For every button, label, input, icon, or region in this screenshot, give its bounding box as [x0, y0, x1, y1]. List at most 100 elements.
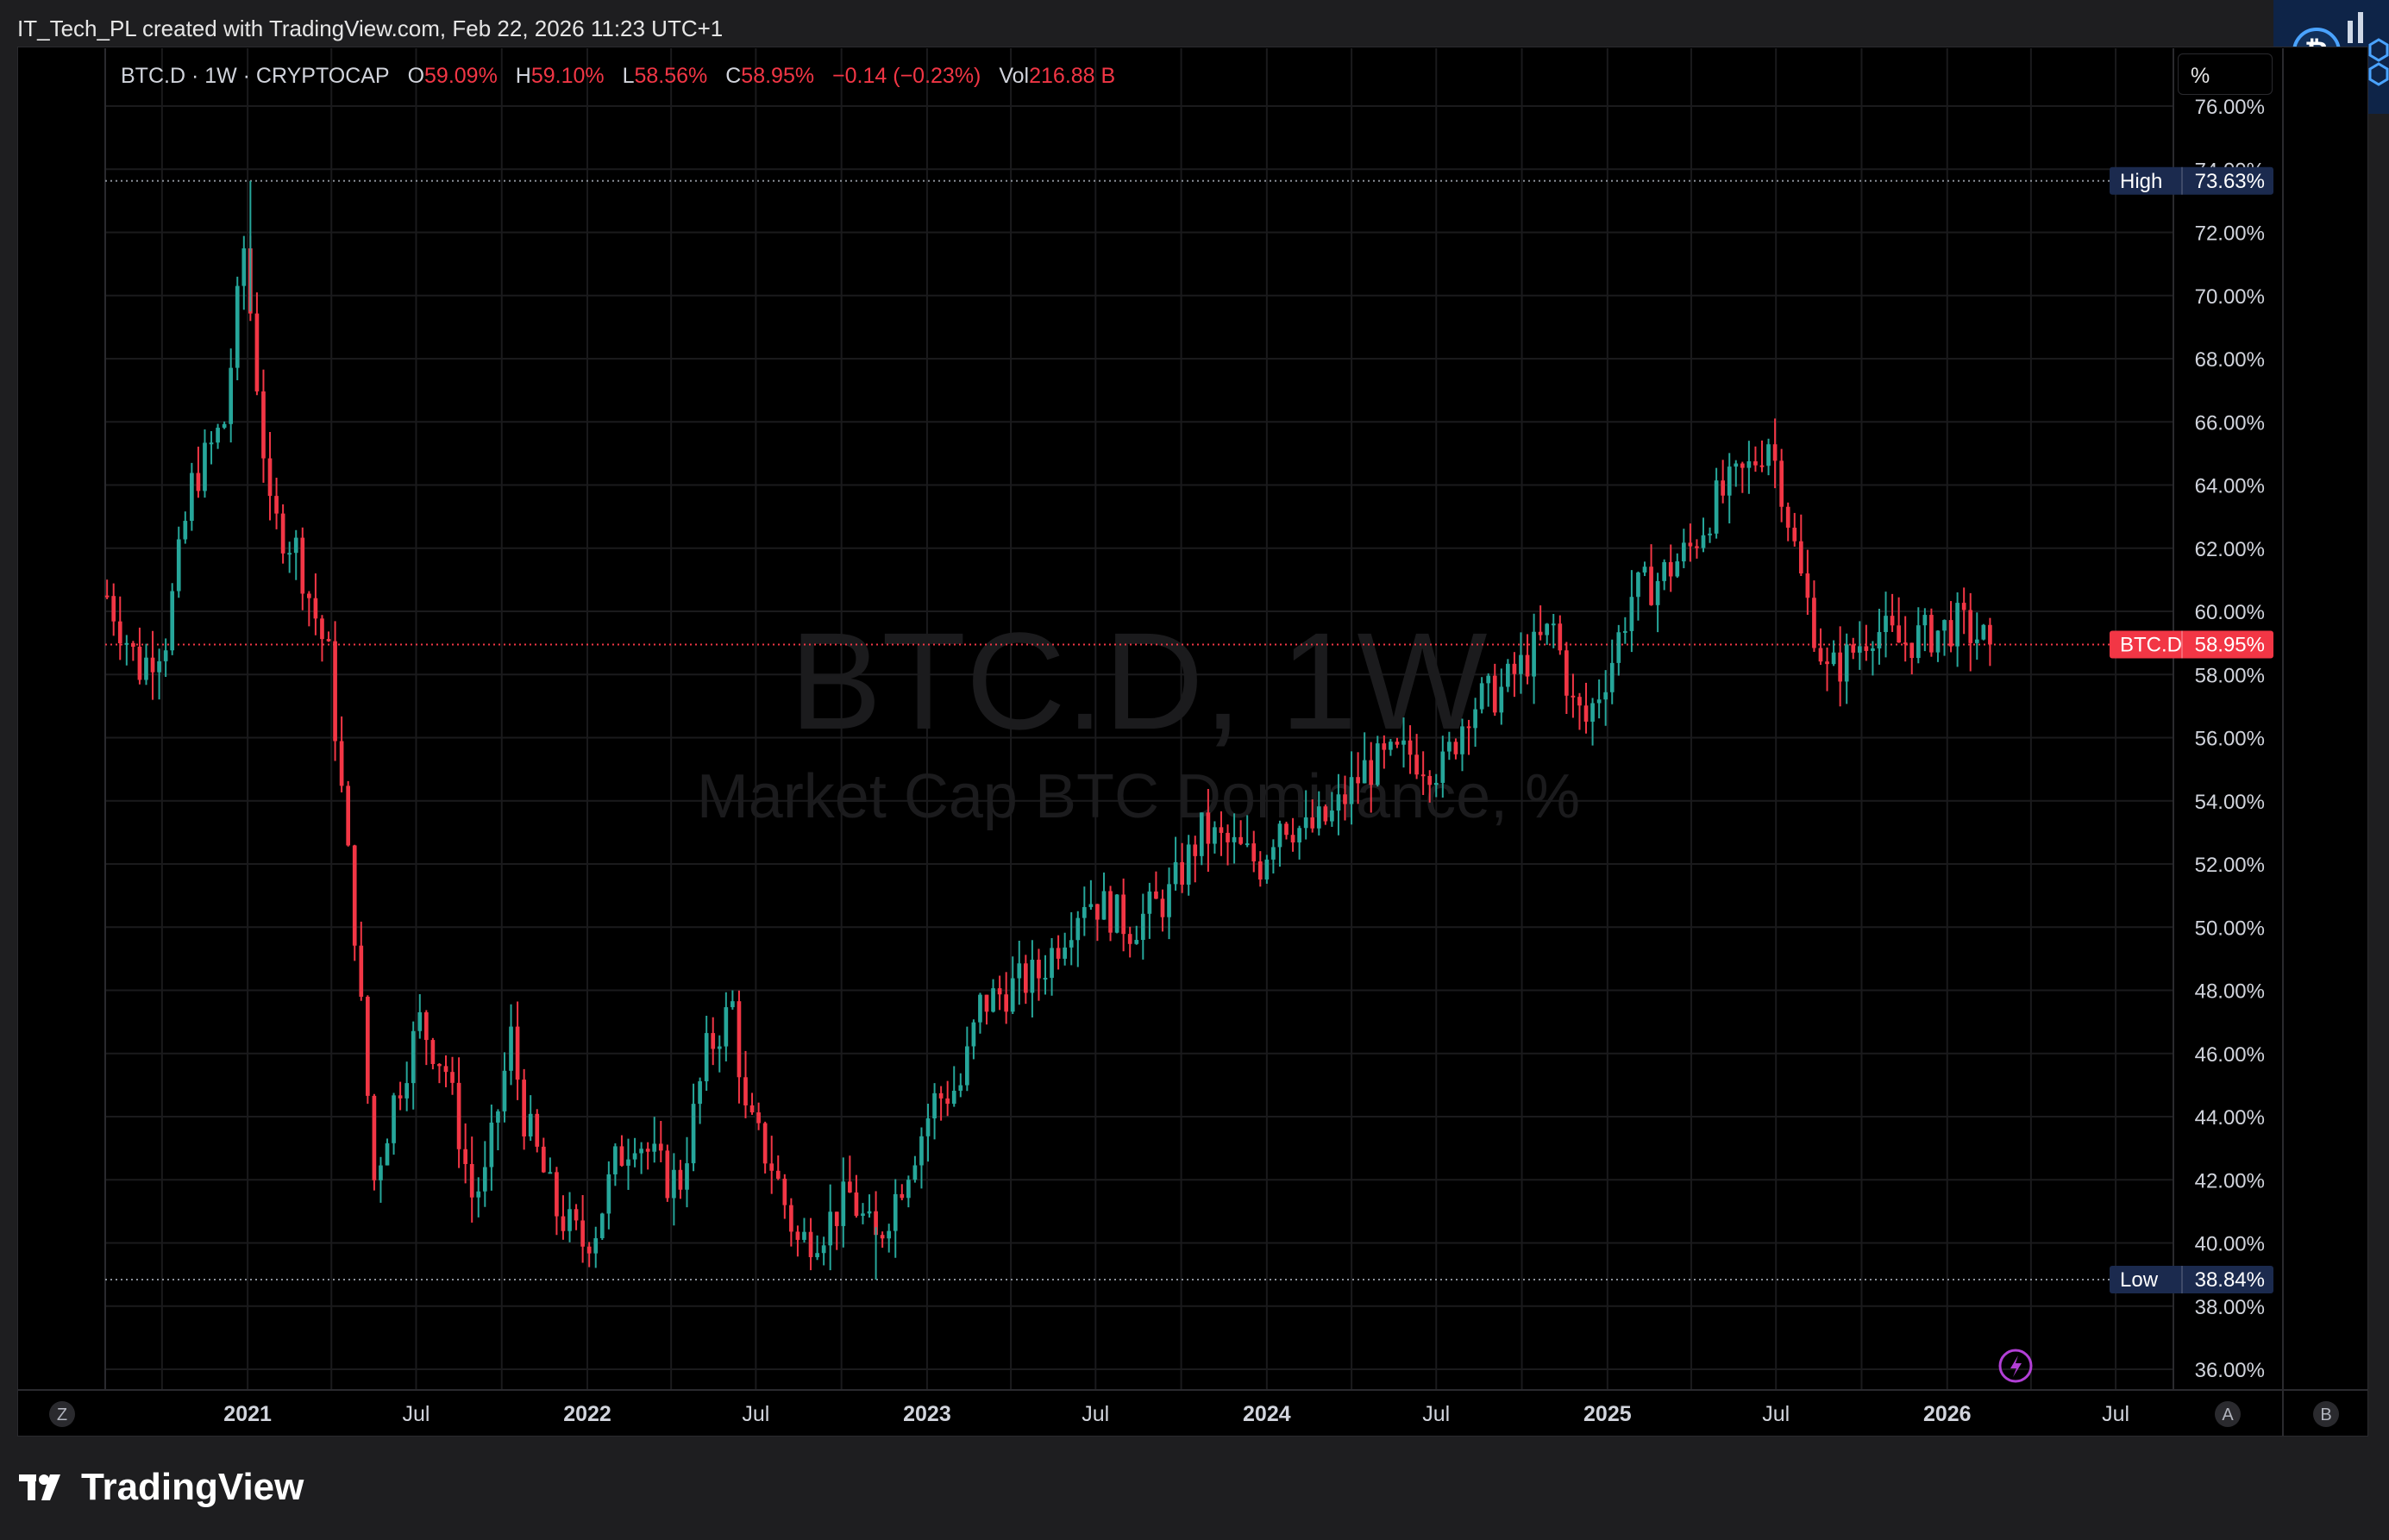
y-tick-label: 76.00% [2195, 96, 2265, 119]
low-badge-value: 38.84% [2195, 1268, 2265, 1292]
candle-body [1245, 843, 1250, 846]
candle-body [437, 1063, 442, 1067]
candle-body [1199, 812, 1204, 856]
candle-body [1213, 827, 1217, 844]
candle-body [190, 473, 194, 522]
candle-body [762, 1123, 768, 1164]
candle-body [887, 1230, 892, 1239]
x-tick-label: Jul [1422, 1402, 1450, 1426]
x-tick-label: Jul [742, 1402, 769, 1426]
scale-mode-button[interactable]: % [2178, 53, 2273, 95]
y-tick-label: 52.00% [2195, 854, 2265, 877]
candle-body [1884, 616, 1888, 633]
candle-body [1433, 782, 1439, 786]
candle-body [1004, 994, 1009, 1012]
candle-body [1147, 891, 1152, 914]
candle-body [717, 1046, 722, 1049]
zoom-reset-button[interactable] [49, 1401, 75, 1427]
candle-body [861, 1213, 865, 1217]
candle-body [1375, 743, 1380, 786]
candle-body [1772, 444, 1778, 461]
legend-high-label: H [515, 64, 531, 88]
y-tick-label: 72.00% [2195, 222, 2265, 246]
y-tick-label: 42.00% [2195, 1169, 2265, 1193]
candle-body [1180, 861, 1184, 885]
candle-body [385, 1142, 390, 1166]
candle-body [1753, 460, 1758, 466]
candle-body [984, 994, 989, 1012]
candle-body [1538, 631, 1543, 635]
legend-symbol[interactable]: BTC.D · 1W · CRYPTOCAP [121, 64, 390, 88]
candle-body [404, 1083, 410, 1099]
candle-body [1545, 623, 1550, 635]
candle-body [1010, 978, 1015, 1012]
candle-body [658, 1143, 663, 1151]
log-scale-button[interactable] [2313, 1401, 2339, 1427]
candle-body [1916, 625, 1921, 659]
candle-body [229, 367, 234, 424]
candle-body [392, 1095, 396, 1143]
candle-body [183, 521, 188, 540]
candle-body [1310, 817, 1315, 829]
candle-body [1277, 823, 1282, 848]
y-tick-label: 66.00% [2195, 411, 2265, 435]
candle-body [1851, 644, 1856, 653]
y-tick-label: 60.00% [2195, 601, 2265, 624]
auto-scale-button[interactable] [2215, 1401, 2241, 1427]
y-tick-label: 68.00% [2195, 348, 2265, 372]
candle-body [828, 1211, 833, 1246]
candle-body [372, 1095, 377, 1180]
candle-body [586, 1246, 592, 1254]
y-tick-label: 70.00% [2195, 285, 2265, 309]
candle-body [1798, 541, 1803, 574]
candle-body [1154, 891, 1158, 899]
candle-body [958, 1085, 963, 1091]
candle-body [1257, 861, 1263, 880]
candle-body [1629, 597, 1634, 631]
candle-body [1447, 742, 1452, 752]
chart-credit: IT_Tech_PL created with TradingView.com,… [17, 16, 724, 41]
candle-body [293, 537, 298, 554]
candle-body [196, 473, 201, 491]
candle-body [1903, 642, 1908, 645]
candle-body [919, 1136, 924, 1166]
lightning-bolt-icon [2010, 1355, 2022, 1377]
candle-body [743, 1077, 748, 1105]
candle-body [1401, 740, 1406, 745]
top-bar: IT_Tech_PL created with TradingView.com,… [0, 0, 2389, 47]
lightning-icon[interactable] [1998, 1349, 2033, 1383]
tradingview-brand: TradingView [19, 1466, 304, 1509]
candle-body [235, 285, 240, 368]
chart-frame[interactable] [17, 47, 2368, 1437]
candle-body [854, 1192, 859, 1217]
candle-body [1759, 465, 1765, 467]
candle-body [893, 1193, 898, 1231]
candle-body [867, 1211, 872, 1214]
candle-body [1766, 444, 1771, 466]
candle-body [150, 657, 155, 673]
high-badge-value: 73.63% [2195, 170, 2265, 193]
x-tick-label: 2026 [1923, 1402, 1972, 1426]
candle-body [1108, 891, 1113, 933]
legend-open-label: O [407, 64, 425, 88]
candle-body [1316, 806, 1321, 829]
candle-body [1577, 697, 1582, 706]
candle-body [1238, 836, 1243, 844]
x-tick-label: 2022 [563, 1402, 611, 1426]
candle-body [1323, 806, 1328, 822]
candle-body [423, 1012, 429, 1041]
y-tick-label: 64.00% [2195, 475, 2265, 498]
candle-body [280, 513, 285, 554]
y-tick-label: 46.00% [2195, 1043, 2265, 1067]
candle-body [632, 1153, 637, 1160]
candle-body [1825, 661, 1829, 665]
candle-body [1929, 615, 1934, 653]
candle-body [346, 786, 351, 846]
candle-body [1140, 913, 1145, 941]
candle-body [365, 996, 370, 1096]
candle-body [496, 1111, 500, 1123]
candle-body [535, 1113, 540, 1147]
candle-body [1668, 561, 1673, 577]
candle-body [1251, 843, 1257, 862]
